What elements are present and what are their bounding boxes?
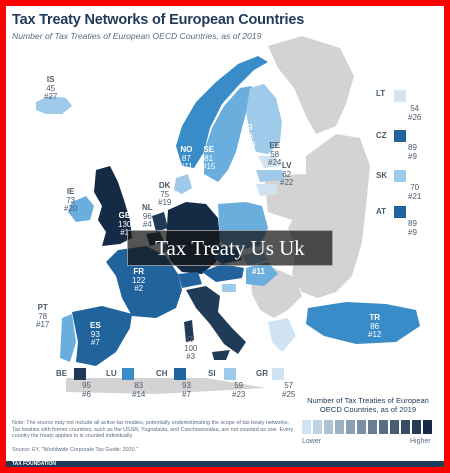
swatch-si: [224, 368, 236, 380]
legend-step: [324, 420, 333, 434]
swatch-gr: [272, 368, 284, 380]
legend-low-label: Lower: [302, 438, 322, 445]
country-es: [72, 306, 132, 366]
legend-step: [313, 420, 322, 434]
country-it-sicily: [212, 350, 230, 360]
label-si-value: 59 #23: [232, 381, 246, 399]
country-at: [202, 264, 244, 282]
label-nl: NL 96 #4: [142, 203, 153, 230]
country-hu: [246, 262, 278, 286]
label-no: NO 87 #11: [180, 145, 193, 172]
legend-step: [368, 420, 377, 434]
legend-step: [423, 420, 432, 434]
label-sk: SK: [376, 171, 388, 180]
label-be: BE: [56, 369, 68, 378]
label-gr: GR: [256, 369, 268, 378]
label-lt-value: 54 #26: [408, 104, 422, 122]
label-tr: TR 86 #12: [368, 313, 382, 340]
label-ch: CH: [156, 369, 168, 378]
legend-step: [335, 420, 344, 434]
swatch-sk: [394, 170, 406, 182]
source-line: Source: EY, "Worldwide Corporate Tax Gui…: [12, 447, 139, 453]
country-pt: [60, 314, 76, 362]
legend-step: [379, 420, 388, 434]
country-fi: [246, 84, 282, 154]
north-africa-landmass: [66, 378, 266, 394]
legend-step: [302, 420, 311, 434]
country-lv: [256, 170, 284, 182]
legend-high-label: Higher: [410, 438, 431, 445]
swatch-at: [394, 206, 406, 218]
label-lu-value: 83 #14: [132, 381, 146, 399]
label-be-value: 95 #6: [82, 381, 91, 399]
label-lt: LT: [376, 89, 386, 98]
label-hu: #11: [252, 267, 265, 276]
label-at: AT: [376, 207, 387, 216]
label-fr: FR 122 #2: [132, 267, 146, 294]
country-lt: [256, 184, 278, 196]
country-ee: [258, 156, 280, 168]
map-frame: Tax Treaty Networks of European Countrie…: [6, 6, 444, 467]
legend-step: [346, 420, 355, 434]
country-ch: [178, 272, 202, 288]
country-tr: [306, 302, 420, 344]
label-se: SE 81 #15: [202, 145, 216, 172]
russia-north-landmass: [268, 36, 354, 134]
swatch-be: [74, 368, 86, 380]
country-is: [36, 96, 72, 114]
map-title: Tax Treaty Networks of European Countrie…: [12, 12, 305, 28]
label-cz: CZ: [376, 131, 387, 140]
eastern-europe-landmass: [288, 134, 370, 298]
legend-step: [412, 420, 421, 434]
label-is: IS 45 #27: [44, 75, 58, 102]
footnote: Note: The source may not include all act…: [12, 420, 294, 440]
legend-scale: [302, 420, 434, 434]
label-dk: DK 75 #19: [158, 181, 172, 208]
country-nl: [152, 212, 168, 232]
country-ie: [68, 196, 94, 222]
swatch-cz: [394, 130, 406, 142]
country-se: [204, 86, 252, 182]
label-si: SI: [208, 369, 216, 378]
country-gr: [268, 318, 296, 352]
label-at-value: 89 #9: [408, 219, 417, 237]
country-gb: [94, 166, 132, 246]
swatch-lt: [394, 90, 406, 102]
label-ie: IE 73 #20: [64, 187, 78, 214]
label-es: ES 93 #7: [90, 321, 101, 348]
country-it: [186, 286, 246, 354]
footer-bar: [6, 461, 444, 467]
label-cz-value: 89 #9: [408, 143, 417, 161]
legend-step: [357, 420, 366, 434]
map-subtitle: Number of Tax Treaties of European OECD …: [12, 31, 262, 41]
label-pt: PT 78 #17: [36, 303, 50, 330]
label-gb: GB 130 #1: [118, 211, 132, 238]
country-no: [176, 56, 268, 168]
country-dk: [174, 174, 192, 194]
label-sk-value: 70 #21: [408, 183, 422, 201]
footer-brand: TAX FOUNDATION: [12, 461, 56, 467]
legend-step: [390, 420, 399, 434]
label-lu: LU: [106, 369, 117, 378]
swatch-ch: [174, 368, 186, 380]
label-gr-value: 57 #25: [282, 381, 296, 399]
country-it-sardinia: [184, 320, 194, 342]
label-fi: FI 76 #18: [242, 123, 256, 150]
label-ch-value: 93 #7: [182, 381, 191, 399]
label-ee: EE 58 #24: [268, 141, 282, 168]
legend-title: Number of Tax Treaties of European OECD C…: [307, 396, 429, 414]
label-it: IT 100 #3: [184, 335, 198, 362]
swatch-lu: [122, 368, 134, 380]
legend-step: [401, 420, 410, 434]
watermark: Tax Treaty Us Uk: [127, 230, 333, 266]
label-lv: LV 62 #22: [280, 161, 294, 188]
country-si: [222, 284, 236, 292]
